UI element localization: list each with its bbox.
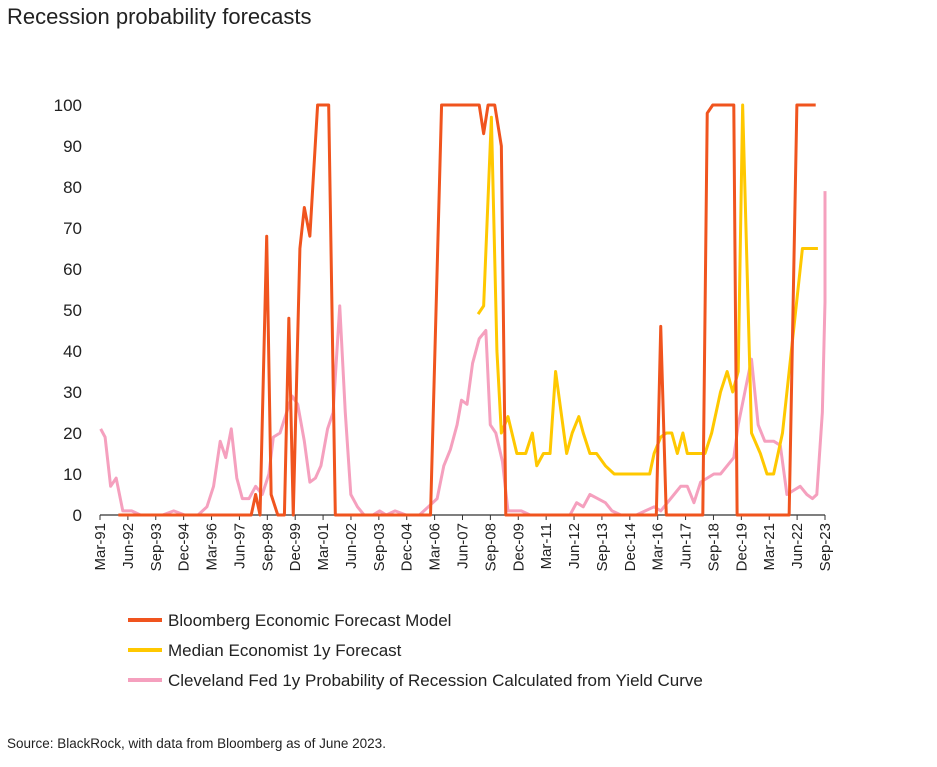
y-tick-label: 70 — [63, 219, 82, 238]
x-tick-label: Dec-09 — [510, 523, 527, 571]
x-tick-label: Dec-19 — [733, 523, 750, 571]
x-tick-label: Dec-94 — [176, 523, 193, 571]
y-tick-label: 10 — [63, 465, 82, 484]
legend-label-0: Bloomberg Economic Forecast Model — [168, 611, 451, 630]
x-tick-label: Jun-92 — [120, 523, 137, 569]
x-tick-label: Sep-93 — [148, 523, 165, 571]
y-tick-label: 100 — [54, 96, 82, 115]
source-note: Source: BlackRock, with data from Bloomb… — [7, 736, 386, 751]
x-tick-label: Mar-01 — [315, 523, 332, 571]
y-tick-label: 0 — [73, 506, 82, 525]
x-tick-label: Jun-02 — [343, 523, 360, 569]
legend-label-1: Median Economist 1y Forecast — [168, 641, 402, 660]
x-tick-label: Jun-17 — [678, 523, 695, 569]
x-tick-label: Sep-13 — [594, 523, 611, 571]
legend: Bloomberg Economic Forecast Model Median … — [128, 611, 703, 690]
y-tick-label: 50 — [63, 301, 82, 320]
y-tick-label: 80 — [63, 178, 82, 197]
x-tick-label: Jun-07 — [455, 523, 472, 569]
y-tick-label: 20 — [63, 424, 82, 443]
x-tick-label: Mar-91 — [92, 523, 109, 571]
x-tick-label: Sep-98 — [259, 523, 276, 571]
recession-probability-chart: 0 10 20 30 40 50 60 70 80 90 100 Mar-91 Jun-92 Sep-9… — [0, 0, 937, 720]
y-tick-label: 30 — [63, 383, 82, 402]
x-axis-ticks: Mar-91 Jun-92 Sep-93 Dec-94 Mar-96 Jun-97 Sep-… — [92, 515, 834, 571]
series-lines — [101, 105, 825, 515]
x-tick-label: Mar-06 — [427, 523, 444, 571]
x-tick-label: Mar-11 — [538, 523, 555, 569]
x-tick-label: Dec-04 — [399, 523, 416, 571]
x-tick-label: Sep-08 — [482, 523, 499, 571]
legend-label-2: Cleveland Fed 1y Probability of Recessio… — [168, 671, 703, 690]
series-line-1 — [478, 105, 818, 474]
x-tick-label: Mar-96 — [204, 523, 221, 571]
x-tick-label: Dec-99 — [287, 523, 304, 571]
y-tick-label: 60 — [63, 260, 82, 279]
x-tick-label: Jun-22 — [789, 523, 806, 569]
x-tick-label: Dec-14 — [622, 523, 639, 571]
x-tick-label: Sep-23 — [817, 523, 834, 571]
x-tick-label: Mar-16 — [650, 523, 667, 571]
x-tick-label: Sep-18 — [705, 523, 722, 571]
y-tick-label: 40 — [63, 342, 82, 361]
x-tick-label: Jun-12 — [566, 523, 583, 569]
x-tick-label: Sep-03 — [371, 523, 388, 571]
x-tick-label: Jun-97 — [231, 523, 248, 569]
y-axis-ticks: 0 10 20 30 40 50 60 70 80 90 100 — [54, 96, 82, 525]
x-tick-label: Mar-21 — [761, 523, 778, 571]
series-line-2 — [101, 191, 825, 515]
y-tick-label: 90 — [63, 137, 82, 156]
